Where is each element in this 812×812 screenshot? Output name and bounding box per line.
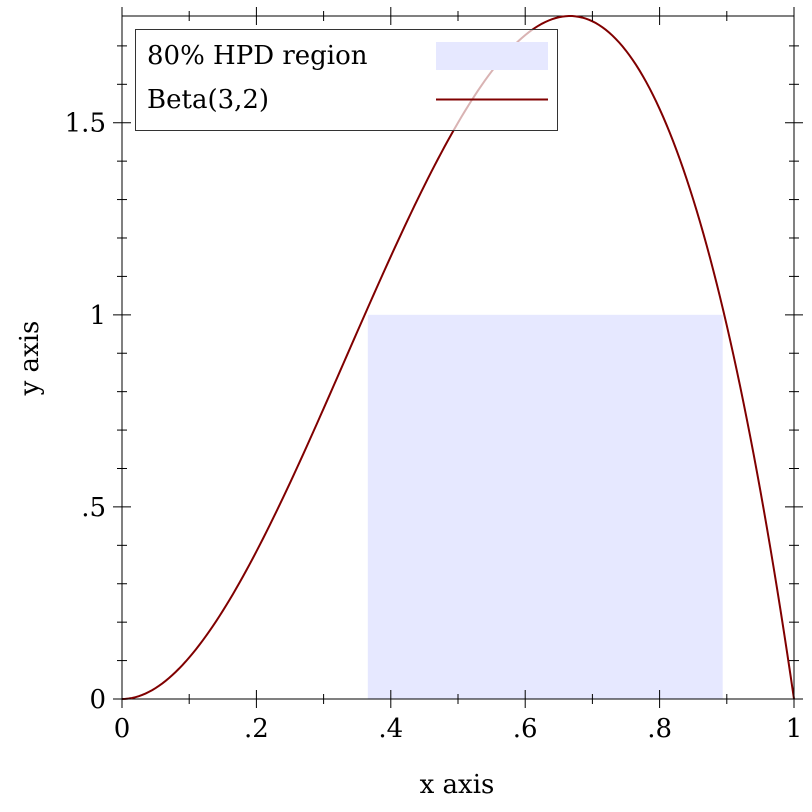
legend: 80% HPD region Beta(3,2): [135, 29, 558, 131]
legend-swatch-hpd: [436, 42, 548, 70]
y-tick-label: 1: [89, 301, 106, 331]
y-axis-label: y axis: [15, 321, 45, 397]
x-tick-label: .4: [378, 714, 403, 744]
x-tick-label: .2: [244, 714, 269, 744]
x-axis-label: x axis: [420, 770, 495, 800]
y-tick-label: 1.5: [65, 109, 106, 139]
x-tick-label: .8: [647, 714, 672, 744]
hpd-region: [367, 314, 723, 699]
y-tick-label: 0: [89, 685, 106, 715]
legend-label-hpd: 80% HPD region: [147, 41, 368, 71]
y-tick-label: .5: [81, 493, 106, 523]
x-tick-label: 0: [114, 714, 131, 744]
ticks-layer: [113, 7, 803, 708]
legend-label-beta: Beta(3,2): [147, 85, 269, 115]
x-tick-label: 1: [786, 714, 803, 744]
tick-labels-layer: 0 .2 .4 .6 .8 1 0 .5 1 1.5: [65, 109, 803, 744]
x-tick-label: .6: [513, 714, 538, 744]
hpd-region-layer: [367, 314, 723, 699]
